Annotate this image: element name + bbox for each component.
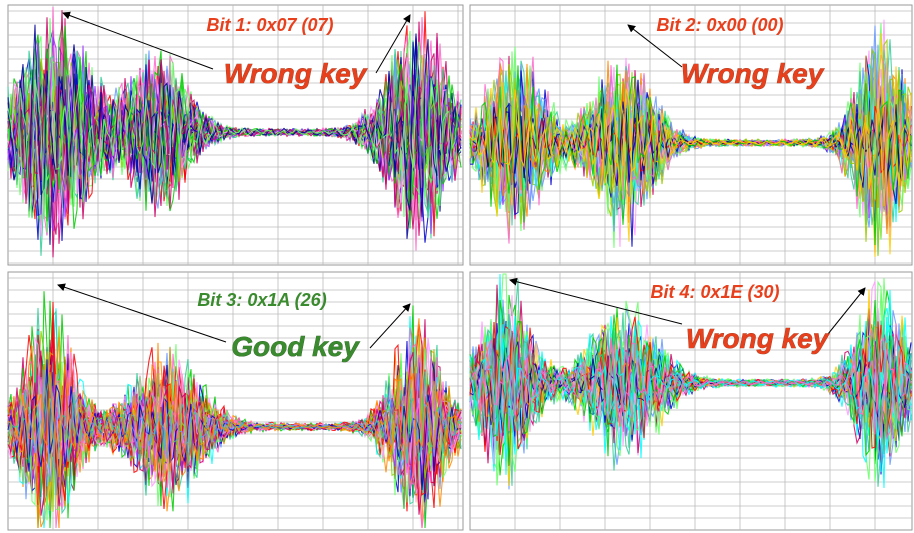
panel-title: Bit 1: 0x07 (07)	[206, 15, 333, 35]
trace	[7, 364, 462, 478]
panel: Bit 3: 0x1A (26) Good key	[7, 271, 464, 531]
trace	[469, 88, 912, 207]
panel-title: Bit 4: 0x1E (30)	[650, 282, 779, 302]
panel-title: Bit 2: 0x00 (00)	[656, 15, 783, 35]
trace	[469, 317, 912, 450]
panel: Bit 1: 0x07 (07) Wrong key	[7, 4, 464, 266]
arrow	[627, 24, 683, 68]
key-label: Wrong key	[224, 58, 368, 89]
arrow	[827, 287, 866, 335]
key-label: Wrong key	[681, 58, 825, 89]
trace	[7, 371, 462, 496]
key-label: Good key	[231, 331, 360, 362]
panel-title: Bit 3: 0x1A (26)	[197, 290, 326, 310]
trace	[469, 64, 912, 246]
trace	[7, 18, 462, 220]
trace	[469, 328, 912, 439]
arrow	[369, 303, 411, 349]
arrow	[509, 277, 683, 325]
arrow	[57, 283, 227, 343]
arrow	[375, 14, 411, 74]
trace	[7, 344, 462, 521]
panel: Bit 2: 0x00 (00) Wrong key	[469, 4, 913, 266]
trace	[7, 10, 462, 235]
key-label: Wrong key	[686, 323, 830, 354]
panel: Bit 4: 0x1E (30) Wrong key	[469, 271, 913, 531]
trace	[8, 369, 462, 483]
arrow	[62, 11, 214, 70]
